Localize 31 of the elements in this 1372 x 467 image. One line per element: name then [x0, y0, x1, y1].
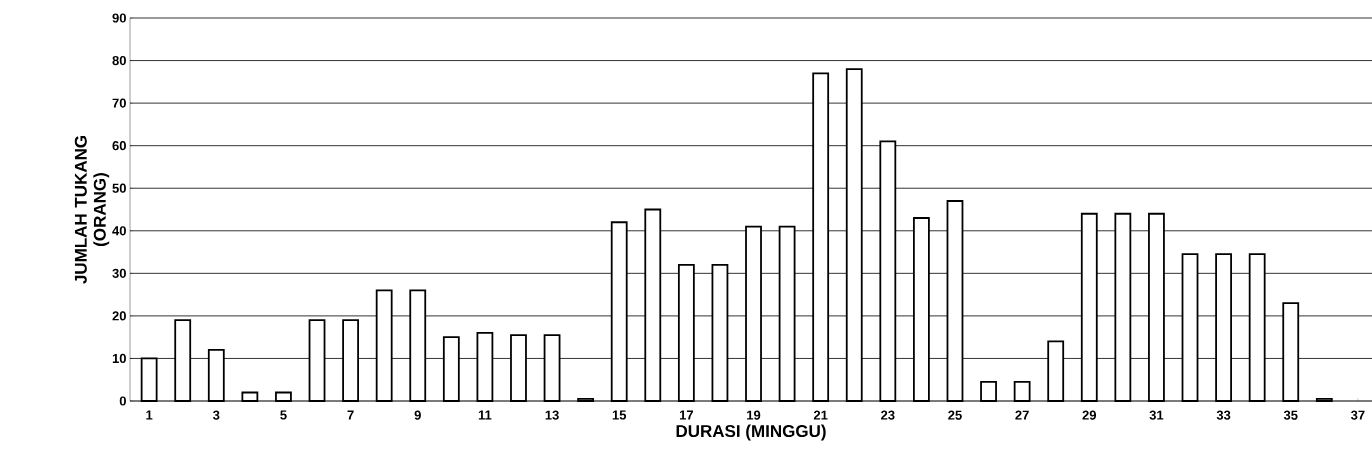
x-tick-label: 25 [948, 410, 962, 420]
y-tick-label: 30 [112, 268, 126, 278]
y-tick-label: 10 [112, 353, 126, 364]
x-tick-label: 19 [747, 410, 761, 420]
x-axis-title: DURASI (MINGGU) [676, 424, 826, 441]
y-tick-label: 70 [112, 98, 126, 108]
x-tick-label: 5 [280, 410, 287, 420]
x-tick-label: 15 [612, 410, 627, 420]
y-tick-label: 0 [119, 396, 126, 406]
x-tick-label: 33 [1216, 410, 1231, 420]
x-tick-label: 7 [347, 410, 354, 420]
y-axis-title: JUMLAH TUKANG (ORANG) [74, 135, 110, 284]
x-tick-label: 35 [1283, 410, 1298, 420]
x-tick-label: 11 [478, 410, 492, 420]
x-tick-label: 37 [1350, 410, 1365, 420]
x-tick-label: 3 [212, 410, 220, 420]
x-tick-label: 1 [146, 410, 153, 420]
y-tick-label: 60 [112, 141, 126, 151]
x-tick-label: 17 [679, 410, 694, 420]
x-tick-label: 31 [1149, 410, 1164, 420]
y-tick-label: 50 [112, 183, 126, 193]
y-tick-label: 80 [112, 55, 126, 66]
x-tick-label: 27 [1015, 410, 1029, 420]
x-tick-label: 9 [414, 410, 421, 420]
y-tick-label: 90 [112, 13, 126, 23]
x-tick-label: 23 [881, 410, 895, 420]
y-tick-label: 40 [112, 226, 126, 236]
x-tick-label: 21 [813, 410, 828, 420]
y-tick-label: 20 [112, 311, 126, 321]
x-tick-label: 29 [1082, 410, 1097, 420]
x-tick-label: 13 [545, 410, 559, 420]
